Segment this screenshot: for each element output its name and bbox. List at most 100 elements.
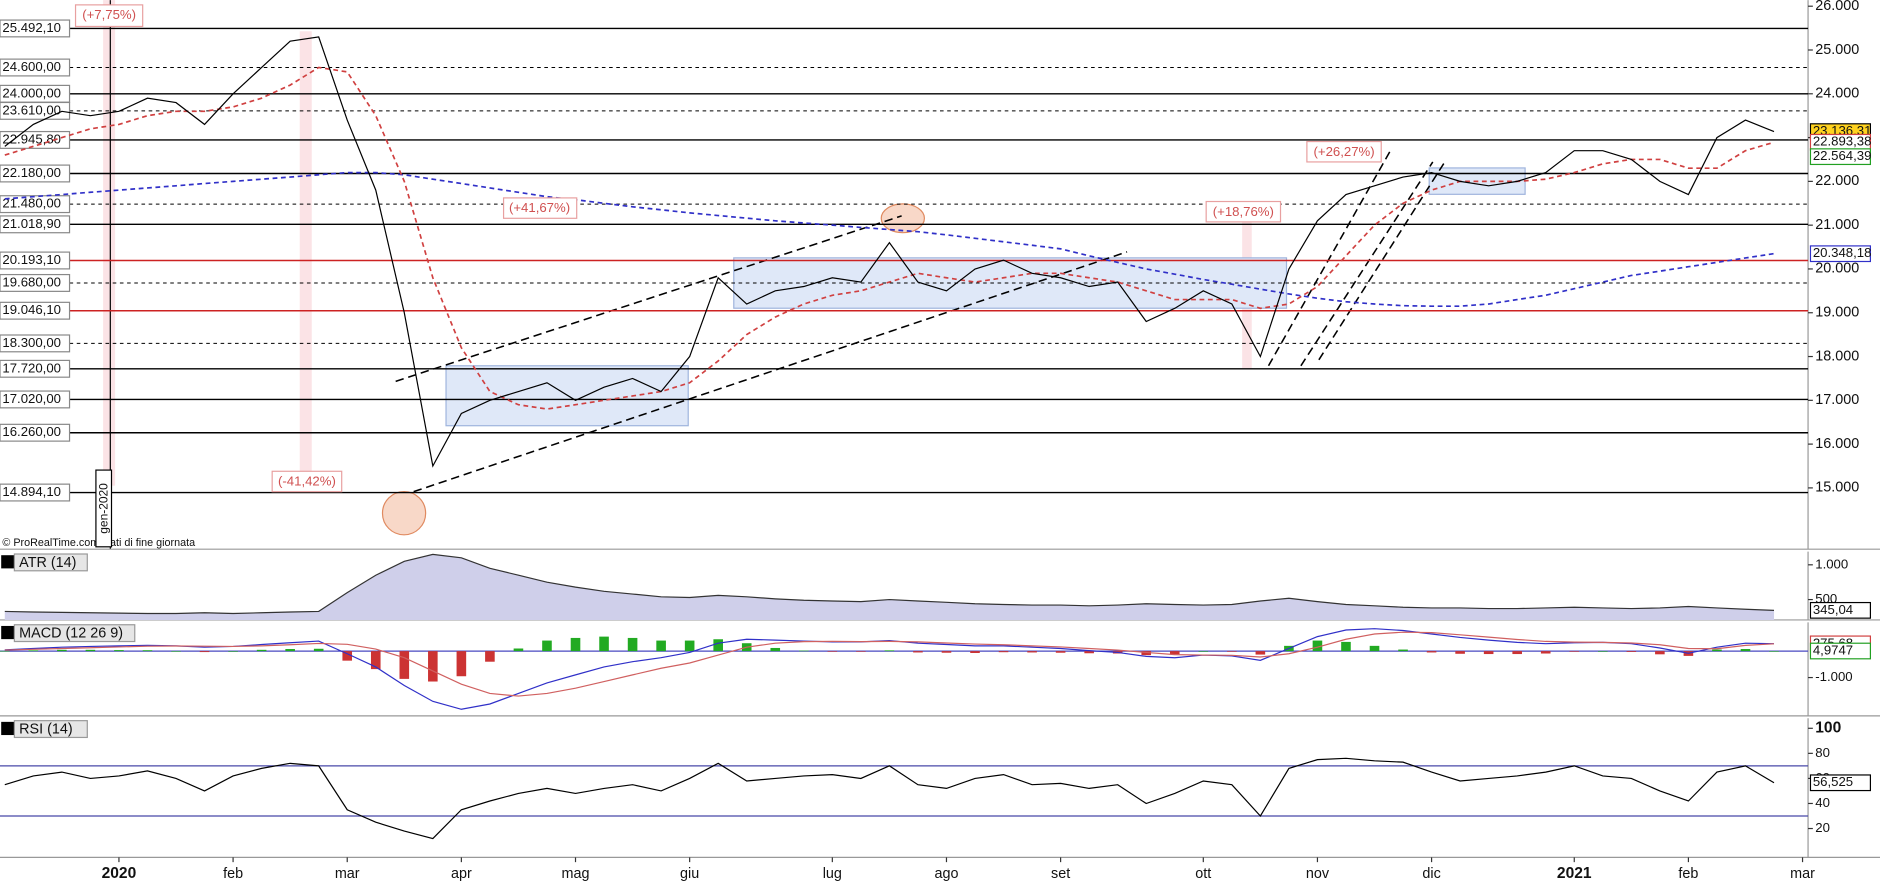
level-label: 18.300,00 <box>2 335 61 350</box>
annotations: (+7,75%) (-41,42%) (+41,67%) (+18,76%) (… <box>2 4 1382 549</box>
annotation-box <box>1205 200 1282 223</box>
histogram-bar <box>1255 651 1266 655</box>
x-tick-label: 2020 <box>102 865 137 882</box>
highlight-circle <box>381 491 427 536</box>
x-tick-label: mar <box>1790 866 1815 882</box>
trend-line <box>1300 161 1434 367</box>
annotation-box <box>271 470 343 493</box>
histogram-bar <box>1198 651 1209 652</box>
x-tick-label: 2021 <box>1557 865 1592 882</box>
price-tag-label: 22.564,39 <box>1813 148 1872 163</box>
histogram-bar <box>1055 651 1066 653</box>
histogram-bar <box>1712 649 1722 652</box>
level-label-box <box>0 164 71 183</box>
x-tick-label: mag <box>562 866 590 882</box>
y-tick-label: 22.000 <box>1815 173 1859 189</box>
histogram-bar <box>799 650 809 652</box>
y-tick-label: 26.000 <box>1815 0 1859 14</box>
moving-average <box>4 171 1775 308</box>
histogram-bar <box>998 651 1009 653</box>
histogram-bar <box>256 649 267 652</box>
x-tick-label: ago <box>934 866 958 882</box>
histogram-bar <box>570 637 581 652</box>
y-tick-label: 16.000 <box>1815 436 1859 452</box>
histogram-bar <box>199 651 210 653</box>
annotation-box <box>1306 140 1382 163</box>
series-line <box>4 553 1775 615</box>
series-line <box>4 757 1775 840</box>
histogram-bar <box>970 651 980 653</box>
level-label-box <box>0 390 71 409</box>
y-tick-label: 80 <box>1815 745 1830 760</box>
histogram-bar <box>0 650 10 652</box>
level-label: 20.193,10 <box>2 252 61 267</box>
x-tick-label: feb <box>223 866 243 882</box>
highlight-band <box>103 0 116 486</box>
histogram-bar <box>827 651 838 652</box>
level-label: 21.018,90 <box>2 216 61 231</box>
histogram-bar <box>913 651 923 653</box>
histogram-bar <box>428 651 438 682</box>
price-tag <box>1809 148 1872 166</box>
histogram-bar <box>285 649 295 652</box>
histogram-bar <box>313 648 324 652</box>
histogram-bar <box>171 651 181 652</box>
x-tick-label: lug <box>823 866 842 882</box>
histogram-bar <box>85 649 96 652</box>
annotation: (+18,76%) <box>1213 204 1274 219</box>
histogram-bar <box>399 651 410 679</box>
moving-average <box>4 66 1775 410</box>
histogram-bar <box>114 650 124 652</box>
histogram-bar <box>485 651 495 662</box>
level-label-box <box>0 130 71 149</box>
histogram-bar <box>342 651 353 661</box>
panel-title: RSI (14) <box>19 721 73 737</box>
panel-title: ATR (14) <box>19 555 76 571</box>
annotation-box <box>502 197 578 219</box>
x-tick-label: apr <box>451 866 472 882</box>
trend-lines <box>395 149 1446 493</box>
panel-title-box <box>13 624 136 643</box>
histogram-bar <box>1655 651 1665 655</box>
histogram-bar <box>1141 651 1152 656</box>
y-tick-label: 17.000 <box>1815 392 1859 408</box>
level-label: 19.046,10 <box>2 302 61 317</box>
panel-title-box <box>13 553 88 572</box>
x-tick-label: set <box>1051 866 1070 882</box>
price-tag <box>1809 774 1872 792</box>
histogram-bar <box>513 648 524 652</box>
histogram-bar <box>1740 649 1751 652</box>
histogram-bar <box>1626 651 1637 652</box>
annotation: (+7,75%) <box>82 7 136 22</box>
y-tick-label: 21.000 <box>1815 217 1859 233</box>
histogram-bar <box>1398 649 1408 652</box>
x-tick-label: nov <box>1306 866 1330 882</box>
panel-title: MACD (12 26 9) <box>19 626 123 642</box>
histogram-bar <box>1598 651 1608 652</box>
price-tag <box>1809 245 1872 263</box>
price-tag <box>1809 601 1872 619</box>
x-tick-label: feb <box>1678 866 1698 882</box>
histogram-bar <box>770 647 781 652</box>
annotation: (+26,27%) <box>1313 144 1374 159</box>
annotation-box <box>74 4 144 28</box>
trend-line <box>395 215 902 383</box>
level-label: 24.000,00 <box>2 85 61 100</box>
histogram-bar <box>542 640 552 652</box>
histogram-bar <box>1426 651 1437 653</box>
panel-icon <box>1 555 15 569</box>
histogram-bar <box>1169 651 1180 655</box>
histogram-bar <box>57 649 67 652</box>
histogram-bar <box>656 640 666 652</box>
histogram-bar <box>1569 651 1580 652</box>
panel-title-box <box>13 720 88 739</box>
price-tag-label: 22.893,38 <box>1813 134 1872 149</box>
price-tag-label: 345,04 <box>1813 602 1853 617</box>
trend-line <box>413 251 1128 493</box>
y-tick-label: 20.000 <box>1815 261 1859 277</box>
annotation: (+41,67%) <box>509 200 570 215</box>
level-label-box <box>0 301 71 320</box>
x-tick-label: giu <box>680 866 699 882</box>
